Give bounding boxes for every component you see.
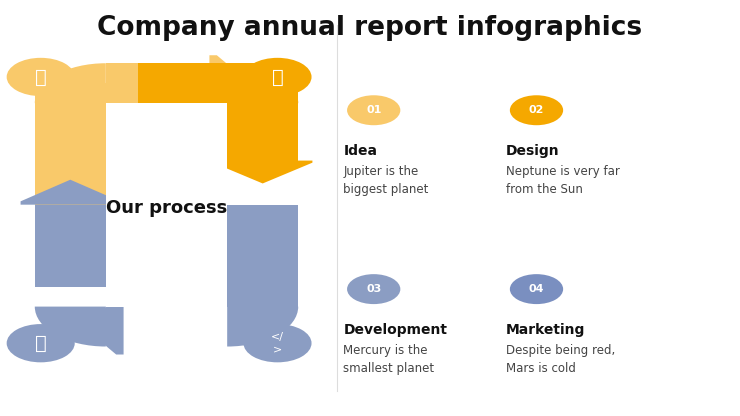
Text: Mercury is the
smallest planet: Mercury is the smallest planet — [343, 344, 434, 375]
Circle shape — [510, 274, 563, 304]
Text: 03: 03 — [366, 284, 381, 294]
Text: Our process: Our process — [106, 199, 227, 217]
Text: Company annual report infographics: Company annual report infographics — [98, 15, 642, 40]
Text: 01: 01 — [366, 105, 381, 115]
Text: 🧠: 🧠 — [35, 67, 47, 87]
FancyArrow shape — [209, 55, 250, 111]
Text: 📢: 📢 — [35, 334, 47, 353]
Wedge shape — [35, 63, 106, 103]
Bar — [227, 83, 298, 165]
Wedge shape — [227, 307, 298, 347]
Text: Design: Design — [506, 144, 559, 158]
Text: 02: 02 — [529, 105, 544, 115]
FancyArrow shape — [21, 180, 120, 205]
Bar — [106, 103, 227, 307]
Bar — [35, 205, 106, 287]
Text: </
>: </ > — [271, 332, 284, 354]
Circle shape — [7, 58, 75, 96]
Text: Development: Development — [343, 323, 448, 337]
Circle shape — [347, 95, 400, 125]
FancyArrow shape — [213, 161, 312, 183]
Text: Jupiter is the
biggest planet: Jupiter is the biggest planet — [343, 165, 428, 196]
Text: Neptune is very far
from the Sun: Neptune is very far from the Sun — [506, 165, 620, 196]
Circle shape — [7, 324, 75, 362]
Text: Idea: Idea — [343, 144, 377, 158]
Bar — [106, 63, 263, 103]
FancyArrow shape — [83, 299, 124, 354]
Text: 📐: 📐 — [272, 67, 283, 87]
Text: Marketing: Marketing — [506, 323, 585, 337]
Bar — [227, 205, 298, 307]
Circle shape — [243, 58, 312, 96]
Bar — [106, 267, 263, 307]
Bar — [138, 63, 263, 103]
Wedge shape — [35, 307, 106, 347]
Wedge shape — [227, 63, 298, 103]
Bar — [35, 83, 106, 287]
Text: 04: 04 — [529, 284, 544, 294]
Circle shape — [243, 324, 312, 362]
Circle shape — [347, 274, 400, 304]
Circle shape — [510, 95, 563, 125]
Text: Despite being red,
Mars is cold: Despite being red, Mars is cold — [506, 344, 616, 375]
